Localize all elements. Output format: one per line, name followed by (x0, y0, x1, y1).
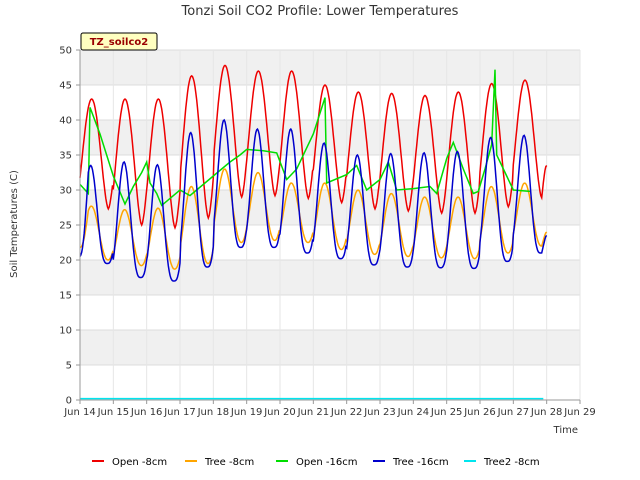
y-axis-title: Soil Temperatures (C) (9, 170, 20, 278)
legend-item: Open -16cm (276, 457, 357, 468)
legend: Open -8cm Tree -8cm Open -16cm Tree -16cm Tr… (92, 457, 540, 468)
y-tick-label: 30 (59, 186, 72, 197)
series-line-open-16cm (79, 69, 531, 207)
legend-label: Tree -16cm (392, 457, 449, 468)
y-tick-label: 25 (59, 221, 72, 232)
x-axis-title: Time (553, 425, 578, 436)
legend-item: Tree -8cm (185, 457, 254, 468)
series-line-tree-16cm (79, 118, 548, 282)
chart-title: Tonzi Soil CO2 Profile: Lower Temperatur… (181, 4, 459, 19)
series-line-open-8cm (79, 64, 548, 230)
x-tick-label: Jun 21 (297, 407, 330, 418)
legend-item: Tree2 -8cm (464, 457, 540, 468)
legend-label: Tree2 -8cm (483, 457, 540, 468)
y-tick-label: 40 (59, 116, 72, 127)
plot-band (80, 50, 580, 85)
x-tick-label: Jun 18 (197, 407, 230, 418)
y-tick-label: 50 (59, 46, 72, 57)
site-label: TZ_soilco2 (90, 37, 149, 48)
legend-item: Tree -16cm (373, 457, 449, 468)
x-tick-label: Jun 14 (63, 407, 96, 418)
y-tick-label: 10 (59, 326, 72, 337)
legend-label: Open -8cm (112, 457, 167, 468)
x-tick-label: Jun 20 (263, 407, 296, 418)
x-tick-label: Jun 23 (363, 407, 396, 418)
legend-label: Tree -8cm (204, 457, 254, 468)
y-tick-label: 0 (66, 396, 72, 407)
plot-band (80, 330, 580, 365)
y-tick-label: 45 (59, 81, 72, 92)
x-tick-label: Jun 29 (563, 407, 596, 418)
y-tick-label: 20 (59, 256, 72, 267)
x-tick-label: Jun 17 (163, 407, 196, 418)
x-tick-label: Jun 28 (530, 407, 563, 418)
y-tick-label: 5 (66, 361, 72, 372)
plot-band (80, 120, 580, 155)
site-label-box: TZ_soilco2 (80, 32, 158, 51)
x-tick-label: Jun 27 (497, 407, 530, 418)
x-tick-label: Jun 22 (330, 407, 363, 418)
y-tick-label: 15 (59, 291, 72, 302)
legend-item: Open -8cm (92, 457, 167, 468)
y-tick-label: 35 (59, 151, 72, 162)
legend-label: Open -16cm (296, 457, 357, 468)
x-tick-label: Jun 16 (130, 407, 163, 418)
x-tick-label: Jun 15 (97, 407, 130, 418)
x-tick-label: Jun 24 (397, 407, 430, 418)
plot-band (80, 260, 580, 295)
x-tick-label: Jun 25 (430, 407, 463, 418)
x-tick-label: Jun 19 (230, 407, 263, 418)
series-layer (79, 64, 548, 400)
x-tick-label: Jun 26 (463, 407, 496, 418)
